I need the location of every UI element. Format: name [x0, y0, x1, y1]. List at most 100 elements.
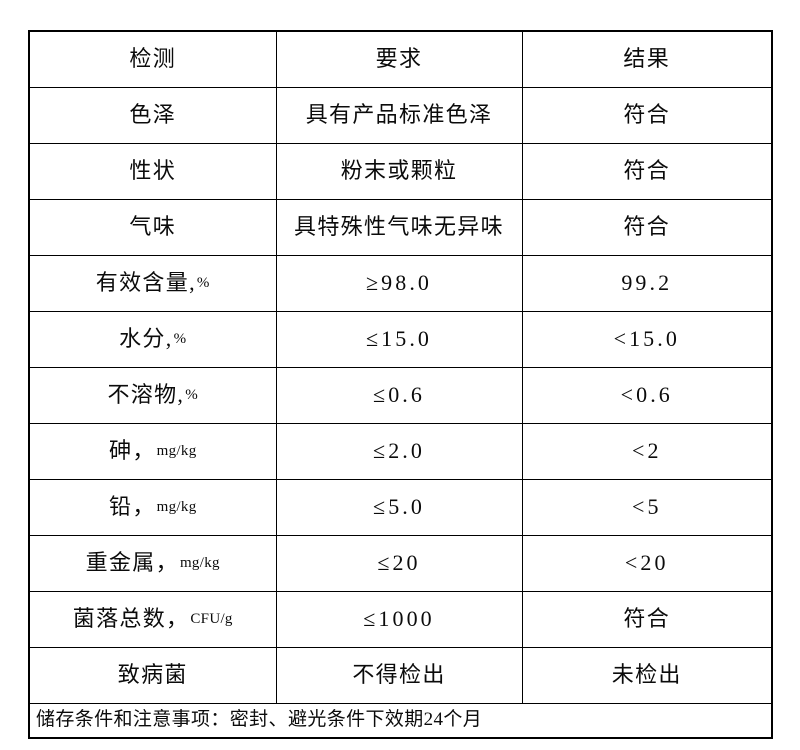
table-row: 不溶物,% ≤0.6 <0.6: [28, 367, 773, 424]
row-item-content: 致病菌: [30, 648, 276, 703]
storage-note-cell: 储存条件和注意事项：密封、避光条件下效期24个月: [28, 703, 773, 739]
row-item-cell: 致病菌: [28, 647, 277, 704]
header-requirement-label: 要求: [375, 46, 423, 72]
row-item-unit: CFU/g: [190, 611, 233, 628]
row-item-cell: 重金属， mg/kg: [28, 535, 277, 592]
row-item-label: 菌落总数: [72, 606, 167, 632]
row-result-cell: <20: [521, 535, 773, 592]
row-item-separator: ，: [132, 438, 156, 464]
row-item-label: 有效含量: [95, 270, 190, 296]
table-row: 重金属， mg/kg ≤20 <20: [28, 535, 773, 592]
row-requirement-value: ≤20: [377, 550, 421, 576]
header-cell-item: 检测: [28, 30, 277, 88]
header-cell-result: 结果: [521, 30, 773, 88]
row-item-cell: 砷， mg/kg: [28, 423, 277, 480]
row-result-cell: 符合: [521, 199, 773, 256]
row-item-content: 砷， mg/kg: [30, 424, 276, 479]
table-footer-row: 储存条件和注意事项：密封、避光条件下效期24个月: [28, 703, 773, 739]
table-row: 色泽 具有产品标准色泽 符合: [28, 87, 773, 144]
row-result-value: <2: [631, 438, 662, 464]
row-result-cell: <5: [521, 479, 773, 536]
row-requirement-value: ≤0.6: [373, 382, 425, 408]
row-item-cell: 色泽: [28, 87, 277, 144]
row-item-content: 有效含量,%: [30, 256, 276, 311]
row-item-unit: mg/kg: [179, 555, 220, 572]
row-result-value: 符合: [623, 606, 671, 632]
row-result-value: 符合: [623, 214, 671, 240]
row-item-label: 水分: [119, 326, 166, 352]
row-item-label: 铅: [109, 494, 133, 520]
row-item-cell: 有效含量,%: [28, 255, 277, 312]
row-item-label: 致病菌: [117, 662, 188, 688]
row-item-unit: %: [185, 387, 199, 404]
row-item-content: 不溶物,%: [30, 368, 276, 423]
row-item-content: 重金属， mg/kg: [30, 536, 276, 591]
row-result-value: 99.2: [621, 270, 673, 296]
row-item-cell: 气味: [28, 199, 277, 256]
row-item-content: 色泽: [30, 88, 276, 143]
row-result-cell: 符合: [521, 591, 773, 648]
row-requirement-value: ≤1000: [363, 606, 435, 632]
row-requirement-cell: ≤1000: [275, 591, 523, 648]
header-item-label: 检测: [129, 46, 177, 72]
storage-note-text: 储存条件和注意事项：密封、避光条件下效期24个月: [36, 709, 483, 731]
row-requirement-value: ≤15.0: [366, 326, 432, 352]
row-requirement-cell: ≤20: [275, 535, 523, 592]
row-item-separator: ,: [189, 270, 196, 296]
table-row: 致病菌 不得检出 未检出: [28, 647, 773, 704]
row-item-cell: 性状: [28, 143, 277, 200]
row-result-cell: <2: [521, 423, 773, 480]
specification-sheet: 检测 要求 结果 色泽 具有产品标准色泽 符合 性状 粉末或颗粒 符合 气味 具特殊性气味无异…: [28, 30, 773, 739]
row-result-value: 符合: [623, 102, 671, 128]
row-item-separator: ，: [166, 606, 190, 632]
product-specification-table: 检测 要求 结果 色泽 具有产品标准色泽 符合 性状 粉末或颗粒 符合 气味 具特殊性气味无异…: [28, 30, 773, 739]
table-header-row: 检测 要求 结果: [28, 30, 773, 88]
row-item-content: 铅， mg/kg: [30, 480, 276, 535]
row-result-cell: 符合: [521, 87, 773, 144]
row-item-label: 气味: [129, 214, 177, 240]
row-requirement-cell: 粉末或颗粒: [275, 143, 523, 200]
row-requirement-cell: ≤2.0: [275, 423, 523, 480]
table-row: 砷， mg/kg ≤2.0 <2: [28, 423, 773, 480]
row-item-unit: mg/kg: [156, 499, 197, 516]
row-result-cell: <15.0: [521, 311, 773, 368]
row-result-value: 符合: [623, 158, 671, 184]
row-requirement-value: 粉末或颗粒: [340, 158, 458, 184]
row-item-label: 性状: [129, 158, 177, 184]
row-requirement-value: 不得检出: [352, 662, 446, 688]
header-cell-requirement: 要求: [275, 30, 523, 88]
row-item-content: 气味: [30, 200, 276, 255]
row-requirement-value: ≤5.0: [373, 494, 425, 520]
row-item-label: 砷: [109, 438, 133, 464]
row-result-cell: 99.2: [521, 255, 773, 312]
row-item-cell: 不溶物,%: [28, 367, 277, 424]
row-result-cell: 未检出: [521, 647, 773, 704]
row-result-value: <20: [624, 550, 669, 576]
row-requirement-cell: ≤15.0: [275, 311, 523, 368]
row-result-cell: 符合: [521, 143, 773, 200]
row-item-unit: %: [196, 275, 210, 292]
table-row: 水分,% ≤15.0 <15.0: [28, 311, 773, 368]
row-item-label: 色泽: [129, 102, 177, 128]
header-result-label: 结果: [623, 46, 671, 72]
row-requirement-cell: ≤5.0: [275, 479, 523, 536]
row-item-cell: 水分,%: [28, 311, 277, 368]
table-row: 铅， mg/kg ≤5.0 <5: [28, 479, 773, 536]
row-result-value: <15.0: [613, 326, 680, 352]
row-item-separator: ,: [177, 382, 185, 408]
row-result-value: <0.6: [620, 382, 673, 408]
row-result-value: 未检出: [611, 662, 682, 688]
row-requirement-value: ≤2.0: [373, 438, 425, 464]
table-row: 性状 粉末或颗粒 符合: [28, 143, 773, 200]
row-item-separator: ,: [165, 326, 173, 352]
row-result-value: <5: [631, 494, 662, 520]
row-requirement-cell: 具有产品标准色泽: [275, 87, 523, 144]
row-requirement-cell: 具特殊性气味无异味: [275, 199, 523, 256]
row-item-separator: ，: [155, 550, 179, 576]
table-row: 有效含量,% ≥98.0 99.2: [28, 255, 773, 312]
row-requirement-value: ≥98.0: [366, 270, 432, 296]
row-requirement-cell: ≤0.6: [275, 367, 523, 424]
row-item-content: 水分,%: [30, 312, 276, 367]
row-item-unit: mg/kg: [156, 443, 197, 460]
row-requirement-cell: 不得检出: [275, 647, 523, 704]
